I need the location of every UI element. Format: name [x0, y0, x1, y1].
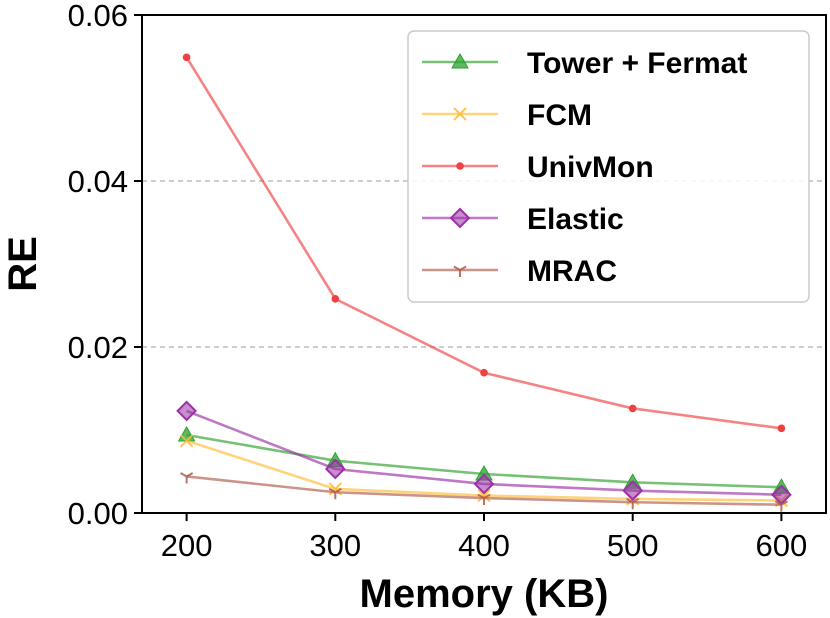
x-tick-label-4: 600 [756, 528, 808, 563]
legend-entry-3: Elastic [422, 203, 624, 236]
legend-entry-2: UnivMon [422, 151, 654, 184]
data-point-3-2 [473, 473, 495, 495]
legend-marker-1 [453, 107, 467, 121]
data-point-4-3 [626, 497, 640, 510]
y-tick-label-0: 0.00 [68, 496, 128, 531]
legend-label-1: FCM [527, 99, 592, 132]
legend-marker-4 [453, 265, 467, 277]
legend-label-0: Tower + Fermat [527, 47, 747, 80]
data-point-3-3 [622, 480, 644, 502]
data-point-0-0 [177, 425, 196, 442]
data-point-1-0 [179, 434, 194, 448]
data-point-4-1 [328, 487, 342, 500]
series-univmon [182, 53, 786, 433]
y-axis-label: RE [1, 236, 45, 292]
legend-label-2: UnivMon [527, 151, 654, 184]
x-axis-label: Memory (KB) [360, 572, 609, 616]
legend-marker-3 [449, 207, 471, 229]
data-point-2-3 [628, 404, 637, 413]
ticks-layer: 200 300 400 500 600 0.00 0.02 0.04 0.06 [68, 0, 808, 563]
data-point-4-4 [774, 500, 788, 512]
legend-entry-1: FCM [422, 99, 592, 132]
legend-label-3: Elastic [527, 203, 624, 236]
y-tick-label-3: 0.06 [68, 0, 128, 33]
legend-marker-2 [456, 162, 464, 170]
legend: Tower + Fermat FCM UnivMon Elastic MRAC [407, 30, 810, 303]
data-point-2-4 [777, 424, 786, 433]
y-tick-label-1: 0.02 [68, 330, 128, 365]
series-elastic [176, 400, 792, 506]
legend-entry-4: MRAC [422, 255, 617, 288]
x-tick-label-2: 400 [458, 528, 510, 563]
legend-box [407, 30, 810, 303]
x-tick-label-3: 500 [607, 528, 659, 563]
legend-marker-0 [451, 52, 469, 69]
data-point-3-1 [324, 458, 346, 480]
data-point-2-2 [480, 368, 488, 377]
data-point-2-0 [182, 53, 191, 62]
legend-entry-0: Tower + Fermat [422, 47, 747, 80]
x-tick-label-0: 200 [161, 528, 213, 563]
data-point-4-2 [477, 493, 491, 506]
legend-label-4: MRAC [527, 255, 617, 288]
series-mrac [180, 472, 788, 512]
data-point-2-1 [331, 295, 340, 303]
series-layer [176, 53, 792, 512]
data-point-1-2 [477, 488, 491, 503]
y-tick-label-2: 0.04 [68, 164, 128, 199]
data-point-3-0 [176, 400, 198, 422]
data-point-4-0 [180, 472, 194, 484]
x-tick-label-1: 300 [309, 528, 361, 563]
